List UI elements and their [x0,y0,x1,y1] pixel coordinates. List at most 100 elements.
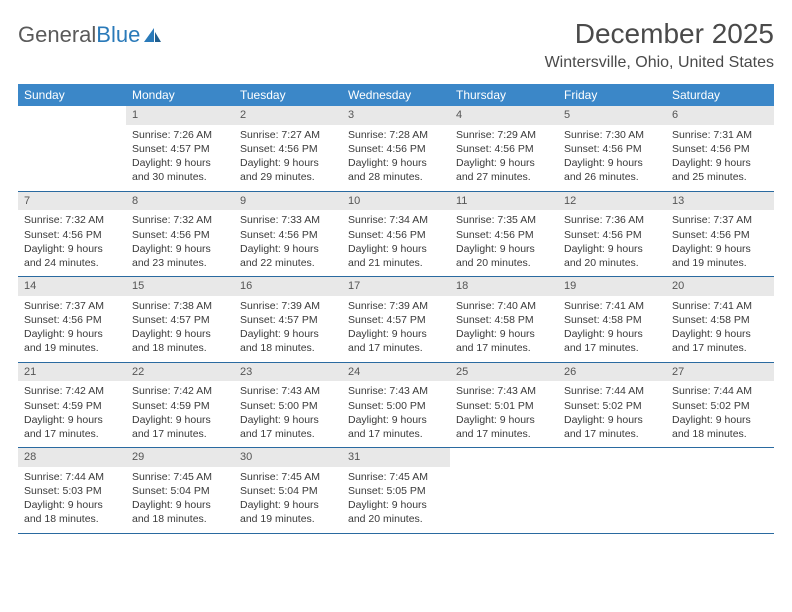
day-number: 21 [18,363,126,382]
sunrise-text: Sunrise: 7:34 AM [348,213,444,227]
day-number: 31 [342,448,450,467]
day-number: 24 [342,363,450,382]
day-header: Friday [558,84,666,106]
day-number: 14 [18,277,126,296]
brand-logo: GeneralBlue [18,18,162,48]
daylight-text: Daylight: 9 hours and 17 minutes. [456,413,552,441]
day-cell: 17Sunrise: 7:39 AMSunset: 4:57 PMDayligh… [342,277,450,362]
sunset-text: Sunset: 4:58 PM [672,313,768,327]
daylight-text: Daylight: 9 hours and 24 minutes. [24,242,120,270]
day-number: 19 [558,277,666,296]
day-header: Monday [126,84,234,106]
daylight-text: Daylight: 9 hours and 17 minutes. [240,413,336,441]
sunset-text: Sunset: 4:56 PM [348,228,444,242]
day-content: Sunrise: 7:43 AMSunset: 5:00 PMDaylight:… [234,381,342,447]
sunset-text: Sunset: 4:56 PM [672,142,768,156]
day-cell: 30Sunrise: 7:45 AMSunset: 5:04 PMDayligh… [234,448,342,533]
sunrise-text: Sunrise: 7:29 AM [456,128,552,142]
day-number: 30 [234,448,342,467]
day-content: Sunrise: 7:45 AMSunset: 5:04 PMDaylight:… [126,467,234,533]
daylight-text: Daylight: 9 hours and 17 minutes. [348,327,444,355]
day-number: 29 [126,448,234,467]
day-number: 26 [558,363,666,382]
daylight-text: Daylight: 9 hours and 30 minutes. [132,156,228,184]
day-content: Sunrise: 7:29 AMSunset: 4:56 PMDaylight:… [450,125,558,191]
daylight-text: Daylight: 9 hours and 20 minutes. [564,242,660,270]
sunrise-text: Sunrise: 7:45 AM [132,470,228,484]
day-content: Sunrise: 7:30 AMSunset: 4:56 PMDaylight:… [558,125,666,191]
daylight-text: Daylight: 9 hours and 17 minutes. [456,327,552,355]
day-content: Sunrise: 7:28 AMSunset: 4:56 PMDaylight:… [342,125,450,191]
daylight-text: Daylight: 9 hours and 17 minutes. [132,413,228,441]
day-cell: 15Sunrise: 7:38 AMSunset: 4:57 PMDayligh… [126,277,234,362]
day-cell [450,448,558,533]
week-row: 7Sunrise: 7:32 AMSunset: 4:56 PMDaylight… [18,192,774,278]
day-number: 25 [450,363,558,382]
week-row: 14Sunrise: 7:37 AMSunset: 4:56 PMDayligh… [18,277,774,363]
sunset-text: Sunset: 4:56 PM [564,228,660,242]
daylight-text: Daylight: 9 hours and 17 minutes. [348,413,444,441]
day-cell: 10Sunrise: 7:34 AMSunset: 4:56 PMDayligh… [342,192,450,277]
day-cell: 16Sunrise: 7:39 AMSunset: 4:57 PMDayligh… [234,277,342,362]
day-cell: 25Sunrise: 7:43 AMSunset: 5:01 PMDayligh… [450,363,558,448]
day-number: 17 [342,277,450,296]
sunset-text: Sunset: 4:56 PM [672,228,768,242]
sunrise-text: Sunrise: 7:35 AM [456,213,552,227]
sunset-text: Sunset: 5:00 PM [348,399,444,413]
month-title: December 2025 [545,18,774,50]
daylight-text: Daylight: 9 hours and 17 minutes. [24,413,120,441]
sunrise-text: Sunrise: 7:44 AM [672,384,768,398]
daylight-text: Daylight: 9 hours and 21 minutes. [348,242,444,270]
sunset-text: Sunset: 4:57 PM [348,313,444,327]
sunrise-text: Sunrise: 7:33 AM [240,213,336,227]
sunset-text: Sunset: 4:56 PM [456,142,552,156]
day-cell: 6Sunrise: 7:31 AMSunset: 4:56 PMDaylight… [666,106,774,191]
daylight-text: Daylight: 9 hours and 25 minutes. [672,156,768,184]
daylight-text: Daylight: 9 hours and 19 minutes. [672,242,768,270]
brand-part2: Blue [96,22,140,48]
sunset-text: Sunset: 4:59 PM [24,399,120,413]
day-cell: 12Sunrise: 7:36 AMSunset: 4:56 PMDayligh… [558,192,666,277]
day-number: 20 [666,277,774,296]
sunset-text: Sunset: 5:02 PM [564,399,660,413]
sunset-text: Sunset: 5:04 PM [132,484,228,498]
sunrise-text: Sunrise: 7:43 AM [456,384,552,398]
day-number: 2 [234,106,342,125]
day-cell: 3Sunrise: 7:28 AMSunset: 4:56 PMDaylight… [342,106,450,191]
sunrise-text: Sunrise: 7:45 AM [348,470,444,484]
daylight-text: Daylight: 9 hours and 18 minutes. [672,413,768,441]
sunset-text: Sunset: 4:56 PM [240,228,336,242]
day-header: Tuesday [234,84,342,106]
day-cell: 27Sunrise: 7:44 AMSunset: 5:02 PMDayligh… [666,363,774,448]
day-content: Sunrise: 7:44 AMSunset: 5:03 PMDaylight:… [18,467,126,533]
day-cell: 8Sunrise: 7:32 AMSunset: 4:56 PMDaylight… [126,192,234,277]
day-header-row: Sunday Monday Tuesday Wednesday Thursday… [18,84,774,106]
daylight-text: Daylight: 9 hours and 26 minutes. [564,156,660,184]
sunrise-text: Sunrise: 7:42 AM [24,384,120,398]
daylight-text: Daylight: 9 hours and 20 minutes. [348,498,444,526]
brand-part1: General [18,22,96,48]
sunrise-text: Sunrise: 7:39 AM [240,299,336,313]
day-number: 5 [558,106,666,125]
day-cell: 20Sunrise: 7:41 AMSunset: 4:58 PMDayligh… [666,277,774,362]
day-content: Sunrise: 7:42 AMSunset: 4:59 PMDaylight:… [126,381,234,447]
day-content: Sunrise: 7:45 AMSunset: 5:05 PMDaylight:… [342,467,450,533]
day-number: 16 [234,277,342,296]
week-row: 21Sunrise: 7:42 AMSunset: 4:59 PMDayligh… [18,363,774,449]
sunrise-text: Sunrise: 7:40 AM [456,299,552,313]
day-content: Sunrise: 7:41 AMSunset: 4:58 PMDaylight:… [666,296,774,362]
sunset-text: Sunset: 5:05 PM [348,484,444,498]
day-content: Sunrise: 7:44 AMSunset: 5:02 PMDaylight:… [558,381,666,447]
daylight-text: Daylight: 9 hours and 19 minutes. [240,498,336,526]
day-number: 4 [450,106,558,125]
day-cell: 4Sunrise: 7:29 AMSunset: 4:56 PMDaylight… [450,106,558,191]
day-cell: 19Sunrise: 7:41 AMSunset: 4:58 PMDayligh… [558,277,666,362]
day-content: Sunrise: 7:43 AMSunset: 5:00 PMDaylight:… [342,381,450,447]
sunrise-text: Sunrise: 7:32 AM [132,213,228,227]
sunrise-text: Sunrise: 7:43 AM [348,384,444,398]
day-content: Sunrise: 7:34 AMSunset: 4:56 PMDaylight:… [342,210,450,276]
sunrise-text: Sunrise: 7:41 AM [672,299,768,313]
sunrise-text: Sunrise: 7:32 AM [24,213,120,227]
sunset-text: Sunset: 4:56 PM [456,228,552,242]
day-number: 10 [342,192,450,211]
